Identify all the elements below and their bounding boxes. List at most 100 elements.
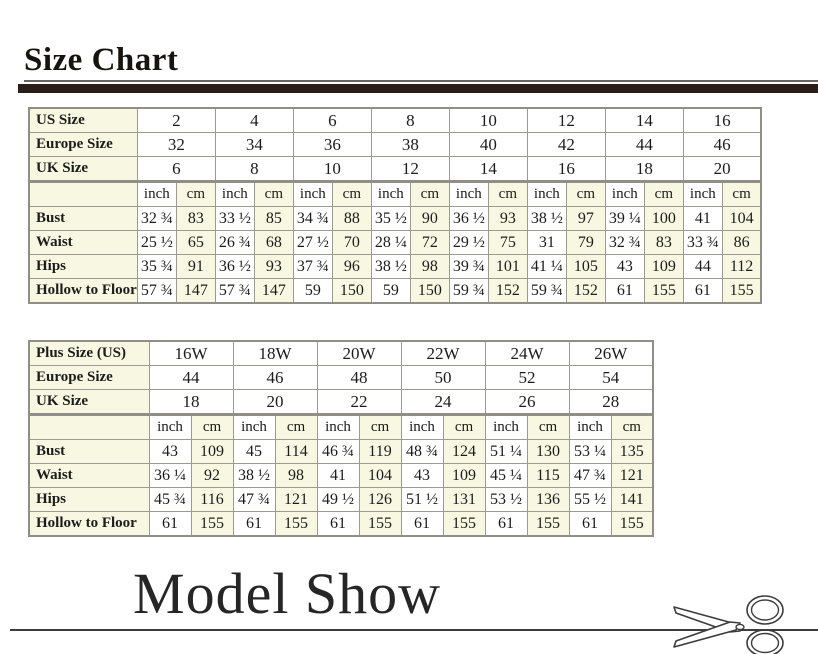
cm-value-cell: 115	[526, 463, 570, 488]
size-cell: 34	[214, 132, 294, 157]
inch-value-cell: 36 ½	[214, 254, 255, 279]
size-cell: 52	[484, 365, 570, 390]
cm-value-cell: 105	[565, 254, 606, 279]
row-label: UK Size	[28, 389, 150, 416]
inch-value-cell: 45	[232, 439, 276, 464]
cm-value-cell: 121	[610, 463, 654, 488]
size-cell: 4	[214, 107, 294, 133]
unit-cm-cell: cm	[565, 181, 606, 207]
inch-value-cell: 48 ¾	[400, 439, 444, 464]
unit-cm-cell: cm	[274, 414, 318, 440]
measurement-row: Hips 45 ¾ 116 47 ¾ 121 49 ½ 126 51 ½ 131 53 ½ 136 5…	[28, 487, 654, 512]
inch-value-cell: 47 ¾	[232, 487, 276, 512]
size-header-row: US Size 2 4 6 8 10 12 14 16	[28, 107, 762, 133]
size-cell: 46	[232, 365, 318, 390]
cm-value-cell: 155	[358, 511, 402, 537]
size-header-row: UK Size 6 8 10 12 14 16 18 20	[28, 156, 762, 183]
row-label: Waist	[28, 230, 138, 255]
cm-value-cell: 75	[487, 230, 528, 255]
unit-inch-cell: inch	[148, 414, 192, 440]
size-cell: 16	[526, 156, 606, 183]
inch-value-cell: 61	[484, 511, 528, 537]
measurement-row: Bust 32 ¾ 83 33 ½ 85 34 ¾ 88 35 ½ 90 36 ½ 93 38 ½ 97…	[28, 206, 762, 231]
size-cell: 22	[316, 389, 402, 416]
size-cell: 12	[526, 107, 606, 133]
inch-value-cell: 25 ½	[136, 230, 177, 255]
cm-value-cell: 91	[175, 254, 216, 279]
size-cell: 12	[370, 156, 450, 183]
size-header-row: UK Size 18 20 22 24 26 28	[28, 389, 654, 416]
unit-inch-cell: inch	[604, 181, 645, 207]
inch-value-cell: 47 ¾	[568, 463, 612, 488]
cm-value-cell: 104	[358, 463, 402, 488]
size-cell: 14	[448, 156, 528, 183]
size-cell: 10	[292, 156, 372, 183]
cm-value-cell: 150	[331, 278, 372, 304]
size-cell: 32	[136, 132, 216, 157]
cm-value-cell: 109	[442, 463, 486, 488]
size-cell: 20W	[316, 340, 402, 366]
size-cell: 20	[232, 389, 318, 416]
inch-value-cell: 53 ½	[484, 487, 528, 512]
inch-value-cell: 32 ¾	[604, 230, 645, 255]
size-cell: 18	[148, 389, 234, 416]
cm-value-cell: 83	[175, 206, 216, 231]
cm-value-cell: 155	[274, 511, 318, 537]
cm-value-cell: 85	[253, 206, 294, 231]
model-show-title: Model Show	[133, 561, 442, 626]
cm-value-cell: 93	[253, 254, 294, 279]
inch-value-cell: 36 ¼	[148, 463, 192, 488]
cm-value-cell: 152	[487, 278, 528, 304]
inch-value-cell: 39 ¾	[448, 254, 489, 279]
row-label: Bust	[28, 206, 138, 231]
inch-value-cell: 33 ½	[214, 206, 255, 231]
inch-value-cell: 45 ¼	[484, 463, 528, 488]
cm-value-cell: 96	[331, 254, 372, 279]
unit-cm-cell: cm	[526, 414, 570, 440]
inch-value-cell: 61	[682, 278, 723, 304]
cm-value-cell: 88	[331, 206, 372, 231]
unit-row: inch cm inch cm inch cm inch cm inch cm inch cm inch…	[28, 181, 762, 207]
size-cell: 24W	[484, 340, 570, 366]
inch-value-cell: 38 ½	[370, 254, 411, 279]
row-label: Europe Size	[28, 132, 138, 157]
cm-value-cell: 97	[565, 206, 606, 231]
inch-value-cell: 61	[316, 511, 360, 537]
cm-value-cell: 155	[442, 511, 486, 537]
size-cell: 54	[568, 365, 654, 390]
inch-value-cell: 35 ½	[370, 206, 411, 231]
size-cell: 46	[682, 132, 762, 157]
inch-value-cell: 61	[568, 511, 612, 537]
inch-value-cell: 61	[232, 511, 276, 537]
cm-value-cell: 86	[721, 230, 762, 255]
inch-value-cell: 55 ½	[568, 487, 612, 512]
size-chart-title: Size Chart	[24, 42, 179, 78]
unit-cm-cell: cm	[409, 181, 450, 207]
inch-value-cell: 27 ½	[292, 230, 333, 255]
cm-value-cell: 147	[175, 278, 216, 304]
cm-value-cell: 155	[190, 511, 234, 537]
unit-cm-cell: cm	[358, 414, 402, 440]
cm-value-cell: 112	[721, 254, 762, 279]
unit-inch-cell: inch	[682, 181, 723, 207]
row-label: Hips	[28, 487, 150, 512]
cm-value-cell: 155	[643, 278, 684, 304]
unit-cm-cell: cm	[331, 181, 372, 207]
inch-value-cell: 59 ¾	[526, 278, 567, 304]
row-label: UK Size	[28, 156, 138, 183]
inch-value-cell: 61	[148, 511, 192, 537]
size-cell: 50	[400, 365, 486, 390]
cm-value-cell: 135	[610, 439, 654, 464]
size-cell: 36	[292, 132, 372, 157]
cm-value-cell: 124	[442, 439, 486, 464]
unit-cm-cell: cm	[190, 414, 234, 440]
measurement-row: Waist 36 ¼ 92 38 ½ 98 41 104 43 109 45 ¼ 115 47 ¾ 12…	[28, 463, 654, 488]
cm-value-cell: 155	[721, 278, 762, 304]
plus-size-table: Plus Size (US) 16W 18W 20W 22W 24W 26W Europe S…	[28, 340, 654, 537]
inch-value-cell: 29 ½	[448, 230, 489, 255]
size-cell: 6	[136, 156, 216, 183]
inch-value-cell: 32 ¾	[136, 206, 177, 231]
unit-cm-cell: cm	[487, 181, 528, 207]
